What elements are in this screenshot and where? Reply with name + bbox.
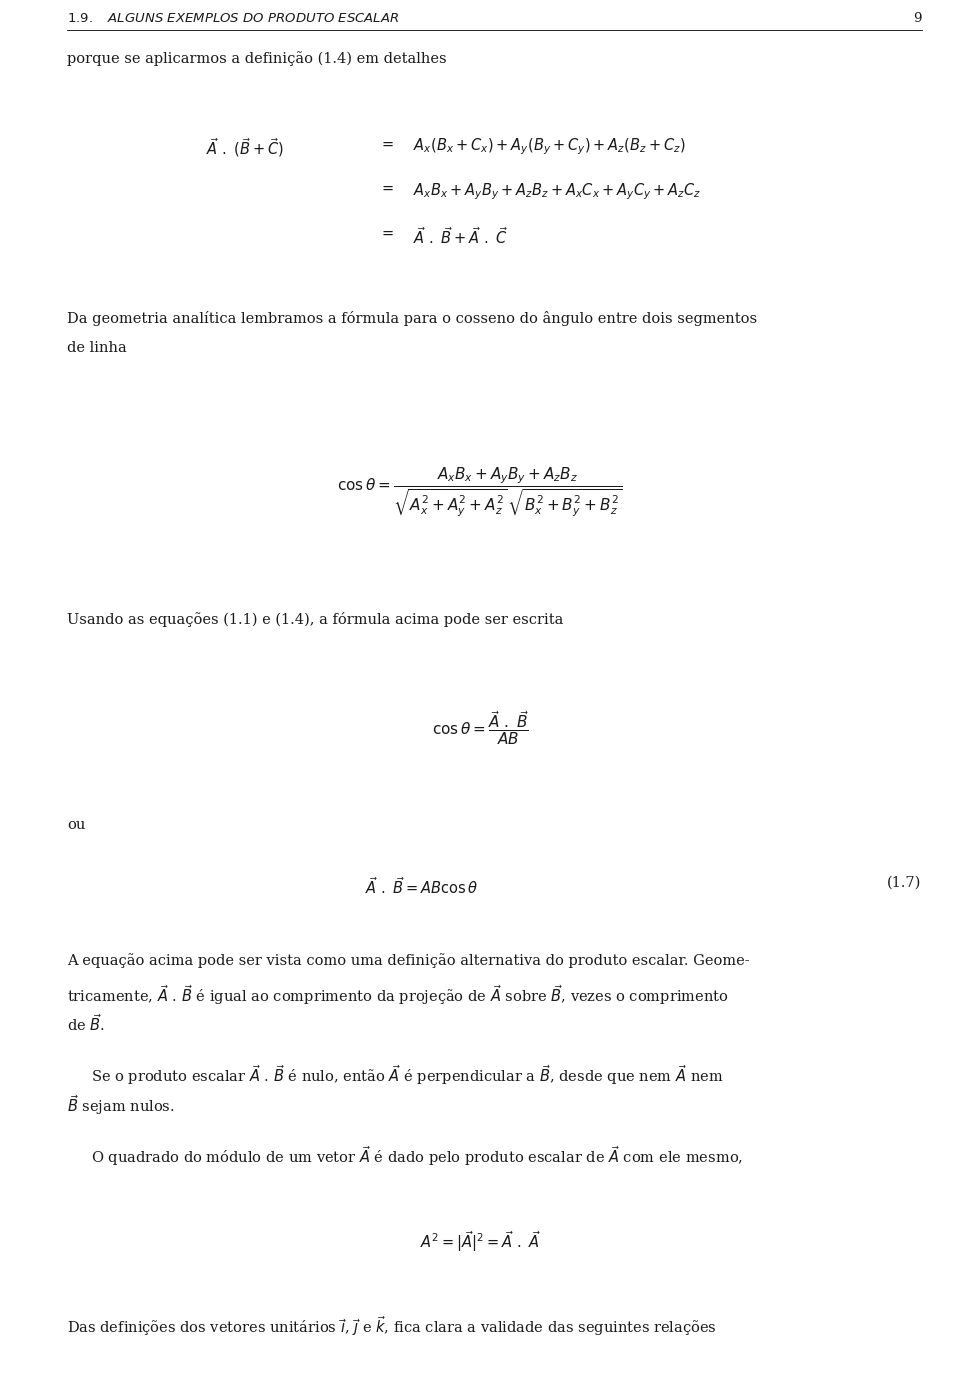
Text: Da geometria analítica lembramos a fórmula para o cosseno do ângulo entre dois s: Da geometria analítica lembramos a fórmu… xyxy=(67,312,757,325)
Text: O quadrado do módulo de um vetor $\vec{A}$ é dado pelo produto escalar de $\vec{: O quadrado do módulo de um vetor $\vec{A… xyxy=(91,1144,743,1168)
Text: $=$: $=$ xyxy=(379,137,395,151)
Text: Usando as equações (1.1) e (1.4), a fórmula acima pode ser escrita: Usando as equações (1.1) e (1.4), a fórm… xyxy=(67,612,564,627)
Text: A equação acima pode ser vista como uma definição alternativa do produto escalar: A equação acima pode ser vista como uma … xyxy=(67,953,750,968)
Text: de linha: de linha xyxy=(67,341,127,355)
Text: porque se aplicarmos a definição (1.4) em detalhes: porque se aplicarmos a definição (1.4) e… xyxy=(67,51,446,66)
Text: $=$: $=$ xyxy=(379,226,395,240)
Text: $\vec{A}\ .\ (\vec{B}+\vec{C})$: $\vec{A}\ .\ (\vec{B}+\vec{C})$ xyxy=(206,137,284,159)
Text: de $\vec{B}$.: de $\vec{B}$. xyxy=(67,1012,106,1035)
Text: $\vec{A}\ .\ \vec{B} = AB\cos\theta$: $\vec{A}\ .\ \vec{B} = AB\cos\theta$ xyxy=(365,875,478,897)
Text: $\mathit{1.9.\ \ \ ALGUNS\ EXEMPLOS\ DO\ PRODUTO\ ESCALAR}$: $\mathit{1.9.\ \ \ ALGUNS\ EXEMPLOS\ DO\… xyxy=(67,12,399,25)
Text: 9: 9 xyxy=(913,12,922,25)
Text: $=$: $=$ xyxy=(379,181,395,195)
Text: tricamente, $\vec{A}$ . $\vec{B}$ é igual ao comprimento da projeção de $\vec{A}: tricamente, $\vec{A}$ . $\vec{B}$ é igua… xyxy=(67,983,729,1007)
Text: $\cos\theta = \dfrac{A_xB_x+A_yB_y+A_zB_z}{\sqrt{A_x^2+A_y^2+A_z^2}\,\sqrt{B_x^2: $\cos\theta = \dfrac{A_xB_x+A_yB_y+A_zB_… xyxy=(337,465,623,519)
Text: $A_xB_x+A_yB_y+A_zB_z+A_xC_x+A_yC_y+A_zC_z$: $A_xB_x+A_yB_y+A_zB_z+A_xC_x+A_yC_y+A_zC… xyxy=(413,181,701,202)
Text: $A^2 = |\vec{A}|^2 = \vec{A}\ .\ \vec{A}$: $A^2 = |\vec{A}|^2 = \vec{A}\ .\ \vec{A}… xyxy=(420,1228,540,1253)
Text: ou: ou xyxy=(67,817,85,832)
Text: $\vec{A}\ .\ \vec{B}+\vec{A}\ .\ \vec{C}$: $\vec{A}\ .\ \vec{B}+\vec{A}\ .\ \vec{C}… xyxy=(413,226,508,247)
Text: $A_x(B_x+C_x)+A_y(B_y+C_y)+A_z(B_z+C_z)$: $A_x(B_x+C_x)+A_y(B_y+C_y)+A_z(B_z+C_z)$ xyxy=(413,137,685,157)
Text: $\vec{B}$ sejam nulos.: $\vec{B}$ sejam nulos. xyxy=(67,1093,175,1118)
Text: Se o produto escalar $\vec{A}$ . $\vec{B}$ é nulo, então $\vec{A}$ é perpendicul: Se o produto escalar $\vec{A}$ . $\vec{B… xyxy=(91,1064,724,1087)
Text: Das definições dos vetores unitários $\vec{\imath}$, $\vec{\jmath}$ e $\vec{k}$,: Das definições dos vetores unitários $\v… xyxy=(67,1314,717,1338)
Text: (1.7): (1.7) xyxy=(887,875,922,891)
Text: $\cos\theta = \dfrac{\vec{A}\ .\ \vec{B}}{AB}$: $\cos\theta = \dfrac{\vec{A}\ .\ \vec{B}… xyxy=(432,709,528,747)
